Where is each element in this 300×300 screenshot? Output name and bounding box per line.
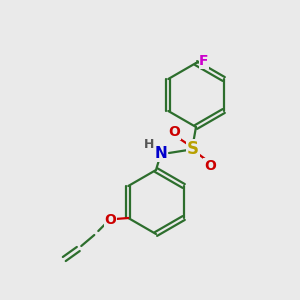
- Text: H: H: [144, 137, 154, 151]
- Text: O: O: [104, 213, 116, 227]
- Text: O: O: [168, 125, 180, 139]
- Text: F: F: [199, 54, 209, 68]
- Text: N: N: [154, 146, 167, 161]
- Text: S: S: [187, 140, 199, 158]
- Text: O: O: [204, 159, 216, 173]
